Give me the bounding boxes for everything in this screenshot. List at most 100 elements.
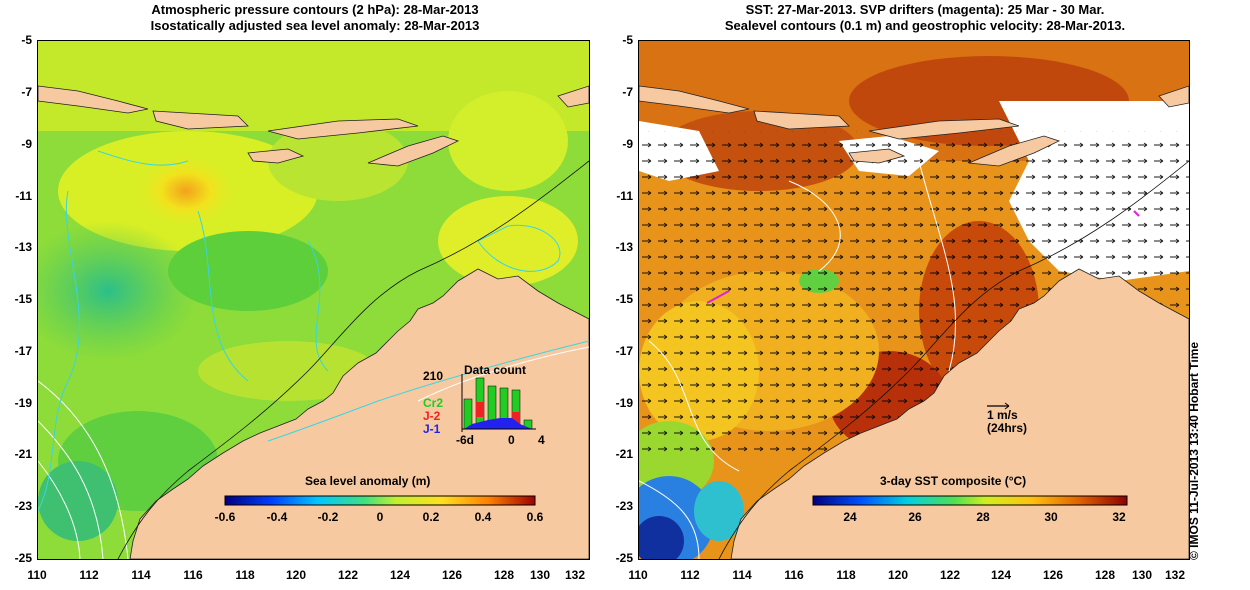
inset-xlabel-1: -6d	[456, 433, 474, 447]
inset-title: Data count	[464, 363, 527, 377]
sla-high-anomaly	[131, 151, 241, 231]
right-xtick: 130	[1131, 568, 1153, 582]
sst-tick-5: 32	[1112, 510, 1126, 524]
lesser-sunda-islands	[753, 110, 850, 130]
left-title-line1: Atmospheric pressure contours (2 hPa): 2…	[151, 2, 479, 17]
sea-level-anomaly-map[interactable]: Sea level anomaly (m) -0.6 -0.4 -0.2 0 0…	[37, 40, 590, 560]
right-ytick: -21	[615, 447, 633, 461]
lesser-sunda-islands	[152, 110, 249, 130]
right-xtick: 118	[836, 568, 856, 582]
bathymetry-contour	[718, 160, 1189, 559]
right-ytick: -19	[615, 396, 633, 410]
right-ytick: -5	[622, 33, 633, 47]
sla-low-anomaly	[38, 221, 198, 361]
right-ytick: -9	[622, 137, 633, 151]
sla-colorbar-title: Sea level anomaly (m)	[305, 474, 431, 488]
left-ytick: -23	[14, 499, 32, 513]
imos-timestamp: © IMOS 11-Jul-2013 13:40 Hobart Time	[1187, 341, 1201, 560]
left-ytick: -9	[21, 137, 32, 151]
left-xtick: 124	[389, 568, 411, 582]
right-ytick: -13	[615, 240, 633, 254]
inset-max-count: 210	[423, 369, 444, 383]
right-xtick: 120	[887, 568, 909, 582]
right-title: SST: 27-Mar-2013. SVP drifters (magenta)…	[645, 2, 1205, 34]
sst-colorbar	[812, 495, 1128, 506]
timor-island	[968, 135, 1061, 167]
right-ytick: -17	[615, 344, 633, 358]
sst-tick-1: 24	[843, 510, 857, 524]
left-ytick: -15	[14, 292, 32, 306]
velocity-scale-arrow	[987, 402, 1010, 410]
left-ytick: -13	[14, 240, 32, 254]
left-ytick: -17	[14, 344, 32, 358]
left-ytick: -25	[14, 551, 32, 565]
sla-tick-1: -0.6	[214, 510, 236, 524]
inset-legend-cr2: Cr2	[423, 396, 444, 410]
right-xtick: 132	[1164, 568, 1186, 582]
left-xtick: 132	[564, 568, 586, 582]
sea-level-contours	[38, 150, 589, 512]
right-xtick: 126	[1042, 568, 1064, 582]
sla-tick-7: 0.6	[526, 510, 544, 524]
left-xtick: 128	[493, 568, 515, 582]
inset-legend-j1: J-1	[423, 422, 441, 436]
sla-tick-5: 0.2	[422, 510, 440, 524]
sumba-island	[247, 148, 305, 164]
right-xtick: 110	[628, 568, 648, 582]
sst-map[interactable]: 1 m/s (24hrs) 3-day SST composite (°C) 2…	[638, 40, 1190, 560]
sumba-island	[848, 148, 906, 164]
left-ytick: -21	[14, 447, 32, 461]
right-ytick: -7	[622, 85, 633, 99]
sea-level-contours	[639, 160, 956, 559]
right-xtick: 114	[732, 568, 752, 582]
left-xtick: 122	[337, 568, 359, 582]
left-ytick: -5	[21, 33, 32, 47]
left-xtick: 120	[285, 568, 307, 582]
babar-islands	[557, 85, 589, 108]
right-ytick: -25	[615, 551, 633, 565]
scale-arrow-label: 1 m/s	[987, 408, 1018, 422]
left-ytick: -19	[14, 396, 32, 410]
svp-drifter-track	[706, 290, 730, 304]
bar-j2-5	[512, 412, 520, 424]
sst-tick-3: 28	[976, 510, 990, 524]
right-xtick: 128	[1094, 568, 1116, 582]
left-xtick: 110	[27, 568, 47, 582]
left-title-line2: Isostatically adjusted sea level anomaly…	[150, 18, 480, 33]
data-count-inset	[461, 374, 536, 432]
left-xtick: 116	[183, 568, 203, 582]
babar-islands	[1158, 85, 1189, 108]
bathymetry-contour	[117, 160, 589, 559]
inset-xlabel-2: 0	[508, 433, 515, 447]
right-title-line1: SST: 27-Mar-2013. SVP drifters (magenta)…	[745, 2, 1105, 17]
pressure-contours	[38, 346, 589, 559]
sst-tick-4: 30	[1044, 510, 1058, 524]
left-xtick: 126	[441, 568, 463, 582]
sla-tick-2: -0.4	[266, 510, 288, 524]
bar-cr2-1	[463, 398, 473, 430]
right-ytick: -11	[616, 189, 633, 203]
java-island	[639, 85, 750, 114]
flores-island	[868, 118, 1020, 140]
j1-area	[464, 418, 532, 429]
left-xtick: 114	[131, 568, 151, 582]
sla-colorbar	[224, 495, 536, 506]
sla-tick-4: 0	[376, 510, 384, 524]
left-ytick: -11	[15, 189, 32, 203]
inset-xlabel-3: 4	[538, 433, 545, 447]
australia-landmass	[129, 268, 589, 559]
australia-landmass	[730, 268, 1189, 559]
right-xtick: 122	[939, 568, 961, 582]
right-title-line2: Sealevel contours (0.1 m) and geostrophi…	[724, 18, 1126, 33]
flores-island	[267, 118, 419, 140]
left-xtick: 112	[79, 568, 99, 582]
sst-colorbar-title: 3-day SST composite (°C)	[880, 474, 1027, 488]
right-ytick: -23	[615, 499, 633, 513]
sst-tick-2: 26	[908, 510, 922, 524]
sla-tick-3: -0.2	[317, 510, 339, 524]
right-xtick: 116	[784, 568, 804, 582]
timor-island	[367, 135, 460, 167]
right-xtick: 112	[680, 568, 700, 582]
right-ytick: -15	[615, 292, 633, 306]
bar-j2-2	[476, 402, 484, 417]
